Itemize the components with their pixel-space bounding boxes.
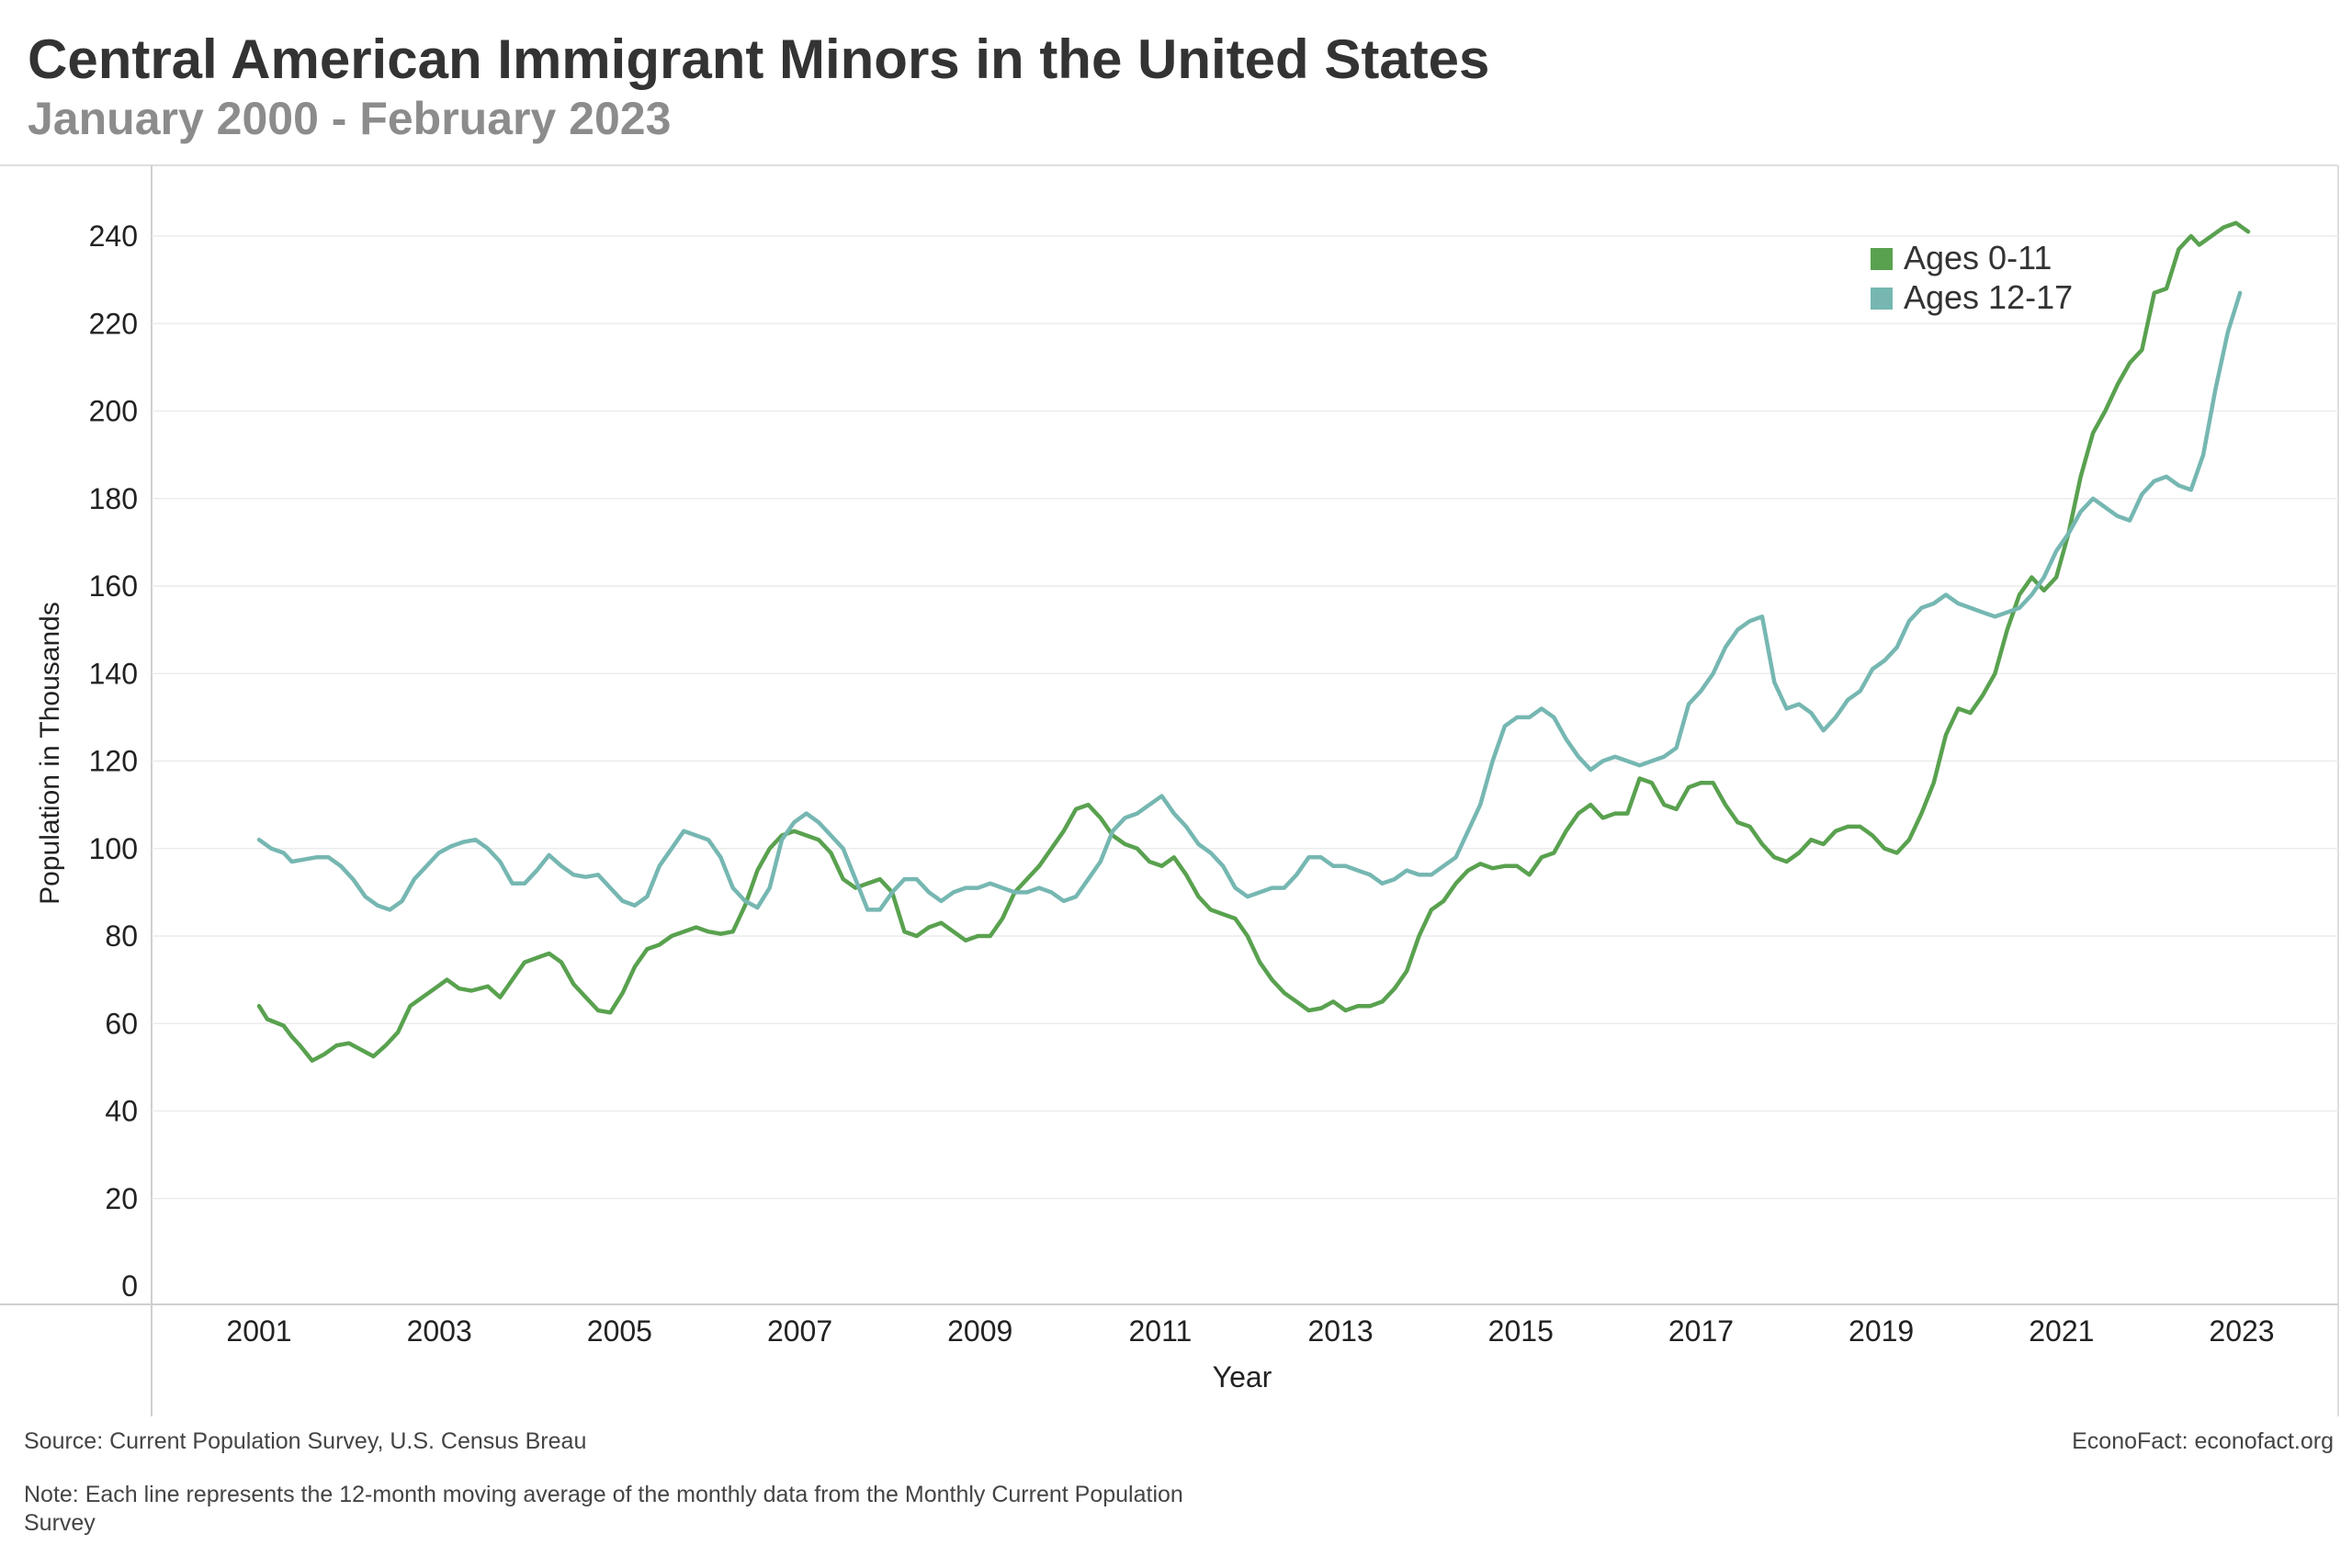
credit-note: EconoFact: econofact.org bbox=[2072, 1428, 2334, 1454]
chart-title: Central American Immigrant Minors in the… bbox=[28, 28, 1490, 90]
y-tick-label: 60 bbox=[105, 1007, 138, 1040]
chart-frame bbox=[0, 164, 2339, 1416]
y-tick-label: 0 bbox=[121, 1269, 138, 1303]
y-axis-label: Population in Thousands bbox=[35, 602, 65, 905]
x-tick-label: 2013 bbox=[1307, 1314, 1373, 1348]
series-line-ages-12-17 bbox=[256, 290, 2243, 912]
x-tick-label: 2003 bbox=[407, 1314, 472, 1348]
x-tick-label: 2009 bbox=[947, 1314, 1012, 1348]
methodology-note: Note: Each line represents the 12-month … bbox=[24, 1482, 1183, 1536]
y-tick-label: 180 bbox=[89, 482, 138, 515]
y-tick-label: 80 bbox=[105, 919, 138, 953]
y-tick-label: 220 bbox=[89, 307, 138, 340]
x-tick-label: 2015 bbox=[1488, 1314, 1554, 1348]
source-note: Source: Current Population Survey, U.S. … bbox=[24, 1428, 587, 1454]
y-axis-ticks: 0 20 40 60 80 100 120 140 160 180 200 220 240 bbox=[89, 220, 138, 1303]
y-tick-label: 160 bbox=[89, 570, 138, 603]
y-tick-label: 240 bbox=[89, 220, 138, 253]
y-tick-label: 20 bbox=[105, 1182, 138, 1215]
x-axis-ticks: 2001 2003 2005 2007 2009 2011 2013 2015 2017 2019… bbox=[226, 1314, 2274, 1348]
chart-subtitle: January 2000 - February 2023 bbox=[28, 93, 672, 144]
series-lines bbox=[256, 220, 2251, 1063]
legend-label-ages-0-11: Ages 0-11 bbox=[1904, 239, 2052, 276]
legend-swatch-ages-0-11 bbox=[1871, 248, 1893, 270]
x-tick-label: 2001 bbox=[226, 1314, 291, 1348]
x-tick-label: 2021 bbox=[2029, 1314, 2094, 1348]
legend: Ages 0-11 Ages 12-17 bbox=[1871, 239, 2073, 316]
series-line-ages-0-11 bbox=[256, 220, 2251, 1063]
x-tick-label: 2007 bbox=[767, 1314, 832, 1348]
y-tick-label: 200 bbox=[89, 395, 138, 428]
x-tick-label: 2019 bbox=[1849, 1314, 1914, 1348]
gridlines bbox=[152, 235, 2338, 1200]
legend-swatch-ages-12-17 bbox=[1871, 288, 1893, 310]
x-axis-label: Year bbox=[1213, 1360, 1272, 1393]
x-tick-label: 2023 bbox=[2209, 1314, 2274, 1348]
x-tick-label: 2005 bbox=[587, 1314, 652, 1348]
x-tick-label: 2011 bbox=[1129, 1314, 1193, 1348]
y-tick-label: 40 bbox=[105, 1095, 138, 1128]
y-tick-label: 100 bbox=[89, 832, 138, 865]
y-tick-label: 140 bbox=[89, 657, 138, 690]
legend-label-ages-12-17: Ages 12-17 bbox=[1904, 278, 2073, 316]
y-tick-label: 120 bbox=[89, 745, 138, 778]
x-tick-label: 2017 bbox=[1668, 1314, 1734, 1348]
